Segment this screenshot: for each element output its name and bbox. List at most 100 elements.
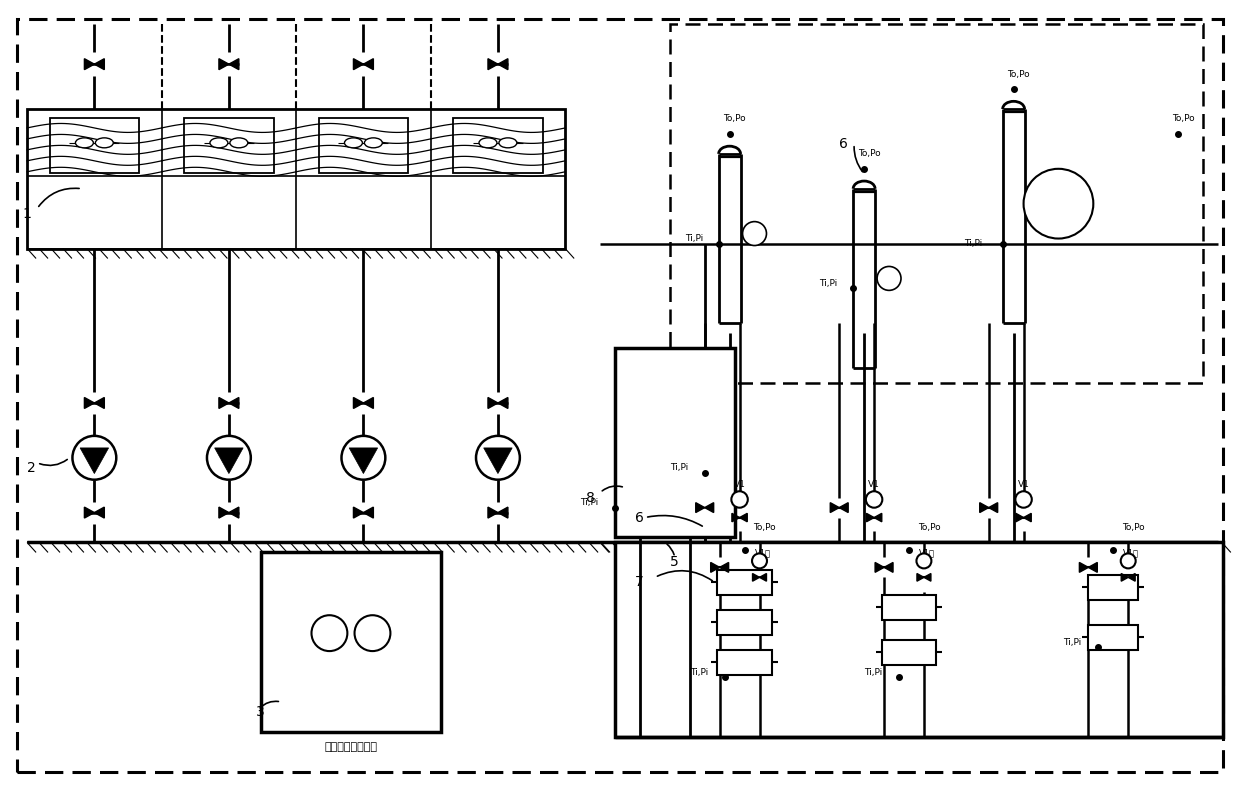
Polygon shape — [219, 507, 239, 518]
Bar — [27, 109, 565, 248]
Polygon shape — [489, 507, 508, 518]
Polygon shape — [489, 397, 508, 408]
Polygon shape — [353, 507, 373, 518]
Bar — [670, 24, 1203, 383]
Text: M: M — [1125, 558, 1132, 564]
Text: M: M — [1021, 496, 1027, 503]
Circle shape — [1023, 169, 1094, 239]
Ellipse shape — [365, 138, 382, 148]
Text: 1: 1 — [22, 206, 31, 221]
Circle shape — [1016, 491, 1032, 507]
Polygon shape — [916, 574, 931, 582]
Polygon shape — [696, 503, 714, 512]
Text: V1⒪: V1⒪ — [754, 548, 770, 557]
Text: M: M — [756, 558, 763, 564]
Text: 3: 3 — [257, 705, 265, 719]
Polygon shape — [215, 448, 243, 474]
Text: Ti,Pi: Ti,Pi — [684, 234, 703, 243]
Polygon shape — [81, 448, 109, 474]
Circle shape — [743, 221, 766, 246]
Bar — [882, 640, 936, 664]
Text: Ti,Pi: Ti,Pi — [963, 239, 982, 248]
Text: To,Po: To,Po — [1122, 523, 1145, 532]
Text: To,Po: To,Po — [918, 523, 940, 532]
Text: 6: 6 — [635, 511, 644, 525]
Circle shape — [355, 615, 391, 651]
Text: M: M — [870, 496, 878, 503]
Text: Ti,Pi: Ti,Pi — [580, 498, 599, 507]
Text: Ti,Pi: Ti,Pi — [820, 279, 837, 288]
Bar — [319, 118, 408, 173]
Text: 4: 4 — [680, 500, 688, 515]
Circle shape — [1121, 553, 1136, 568]
Polygon shape — [84, 397, 104, 408]
Text: V1: V1 — [1018, 480, 1029, 489]
Text: To,Po: To,Po — [858, 150, 880, 158]
Polygon shape — [831, 503, 848, 512]
Polygon shape — [353, 58, 373, 69]
Text: V1: V1 — [868, 480, 880, 489]
Bar — [675, 567, 864, 697]
Text: Ti,Pi: Ti,Pi — [689, 667, 708, 677]
Circle shape — [916, 553, 931, 568]
Circle shape — [751, 553, 768, 568]
Polygon shape — [1016, 513, 1032, 522]
Bar — [1064, 567, 1208, 697]
Ellipse shape — [479, 138, 497, 148]
Polygon shape — [219, 58, 239, 69]
Bar — [717, 610, 773, 634]
Polygon shape — [219, 397, 239, 408]
Text: V1: V1 — [734, 480, 745, 489]
Text: To,Po: To,Po — [1172, 114, 1194, 124]
Polygon shape — [1079, 563, 1097, 572]
Polygon shape — [1121, 574, 1135, 582]
Text: 工业水力平衡装置: 工业水力平衡装置 — [325, 742, 377, 752]
Bar — [184, 118, 274, 173]
Polygon shape — [980, 503, 998, 512]
Text: 8: 8 — [585, 491, 594, 504]
Circle shape — [866, 491, 883, 507]
Bar — [453, 118, 543, 173]
Text: 5: 5 — [671, 556, 680, 570]
Ellipse shape — [210, 138, 228, 148]
Text: V1⒪: V1⒪ — [919, 548, 935, 557]
Text: M: M — [737, 496, 743, 503]
Bar — [1089, 625, 1138, 649]
Bar — [615, 542, 1223, 737]
Polygon shape — [353, 397, 373, 408]
Circle shape — [72, 436, 117, 480]
Ellipse shape — [76, 138, 93, 148]
Polygon shape — [867, 513, 882, 522]
Text: 2: 2 — [27, 461, 36, 474]
Polygon shape — [484, 448, 512, 474]
Polygon shape — [711, 563, 729, 572]
Circle shape — [732, 491, 748, 507]
Text: Ti,Pi: Ti,Pi — [864, 667, 883, 677]
Ellipse shape — [345, 138, 362, 148]
Circle shape — [476, 436, 520, 480]
Circle shape — [877, 266, 901, 290]
Bar — [50, 118, 139, 173]
Text: 6: 6 — [839, 137, 848, 151]
Bar — [717, 570, 773, 595]
Bar — [1089, 575, 1138, 600]
Text: M: M — [920, 558, 928, 564]
Circle shape — [207, 436, 250, 480]
Bar — [615, 348, 734, 537]
Text: 7: 7 — [635, 575, 644, 589]
Polygon shape — [350, 448, 378, 474]
Text: V1⒪: V1⒪ — [1123, 548, 1140, 557]
Text: To,Po: To,Po — [753, 523, 776, 532]
Text: To,Po: To,Po — [723, 114, 746, 124]
Polygon shape — [489, 58, 508, 69]
Circle shape — [311, 615, 347, 651]
Text: Ti,Pi: Ti,Pi — [670, 463, 688, 472]
Circle shape — [341, 436, 386, 480]
Bar — [262, 552, 440, 732]
Text: To,Po: To,Po — [1007, 69, 1030, 79]
Ellipse shape — [498, 138, 517, 148]
Polygon shape — [84, 58, 104, 69]
Text: Ti,Pi: Ti,Pi — [1064, 637, 1081, 647]
Bar — [882, 595, 936, 619]
Polygon shape — [732, 513, 748, 522]
